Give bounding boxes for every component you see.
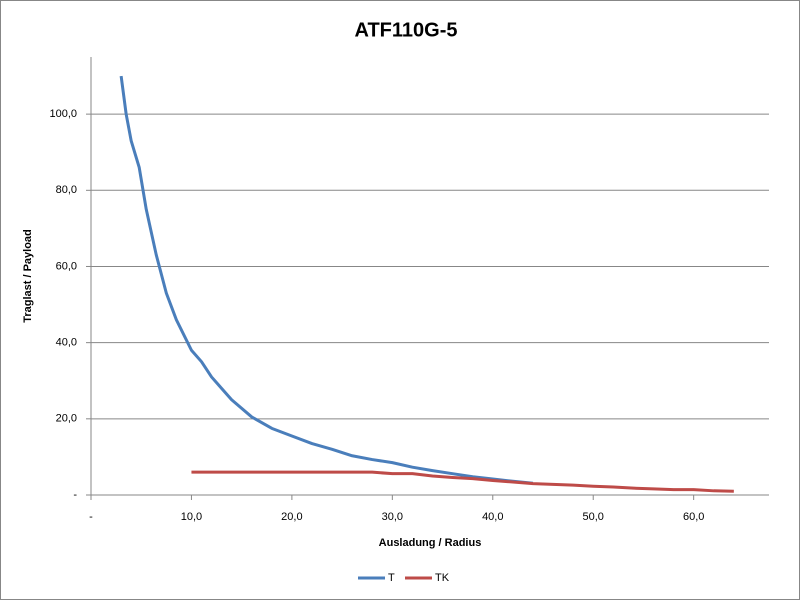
x-tick-label: - bbox=[89, 511, 93, 523]
x-axis-label: Ausladung / Radius bbox=[379, 537, 482, 549]
x-tick-label: 50,0 bbox=[583, 511, 604, 523]
y-axis-label: Traglast / Payload bbox=[22, 229, 34, 323]
y-tick-label: 100,0 bbox=[49, 108, 77, 120]
x-tick-label: 10,0 bbox=[181, 511, 202, 523]
y-tick-label: 40,0 bbox=[56, 337, 77, 349]
y-tick-label: 20,0 bbox=[56, 413, 77, 425]
legend-label: T bbox=[388, 572, 395, 584]
data-line bbox=[191, 470, 734, 493]
x-tick-label: 20,0 bbox=[281, 511, 302, 523]
chart-title: ATF110G-5 bbox=[355, 19, 458, 41]
y-tick-label: 60,0 bbox=[56, 260, 77, 272]
y-tick-label: - bbox=[73, 489, 77, 501]
legend-label: TK bbox=[435, 572, 450, 584]
x-tick-label: 30,0 bbox=[382, 511, 403, 523]
x-tick-label: 40,0 bbox=[482, 511, 503, 523]
data-line bbox=[119, 75, 534, 485]
y-tick-label: 80,0 bbox=[56, 184, 77, 196]
x-tick-label: 60,0 bbox=[683, 511, 704, 523]
